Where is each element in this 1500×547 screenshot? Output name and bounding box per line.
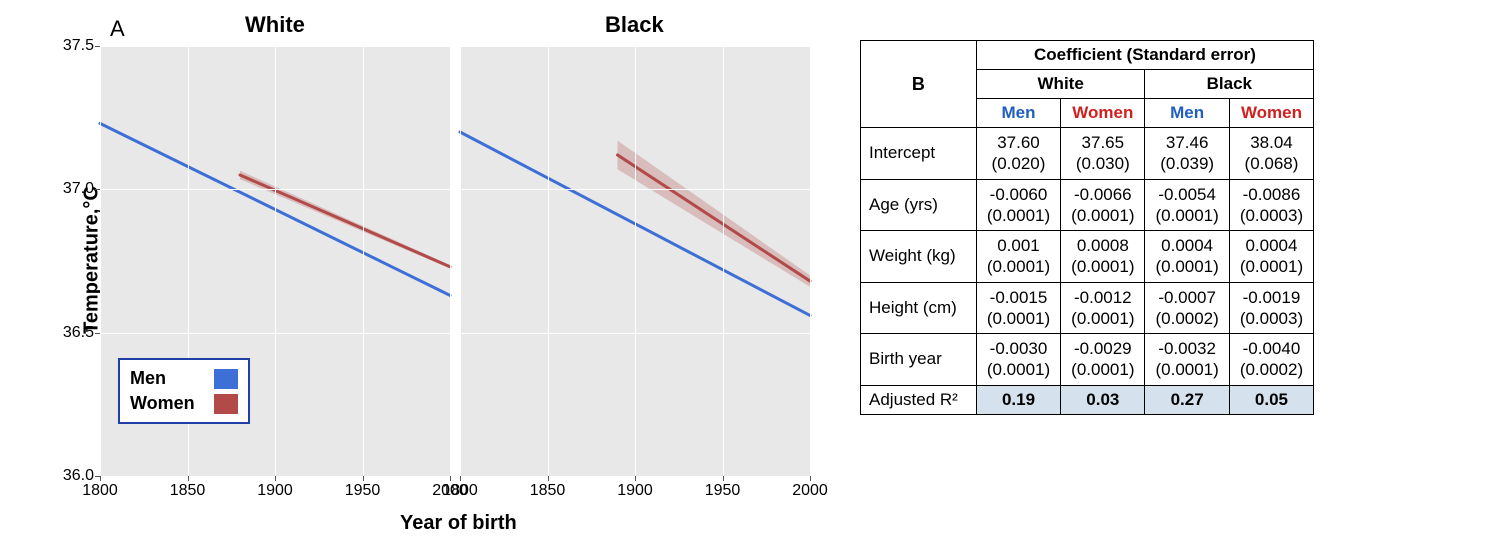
coef-cell: -0.0066(0.0001) — [1061, 179, 1145, 231]
table-row: Birth year-0.0030(0.0001)-0.0029(0.0001)… — [861, 334, 1314, 386]
sub-women-1: Women — [1061, 99, 1145, 128]
coef-cell: 38.04(0.068) — [1229, 128, 1313, 180]
panel-a-label: A — [110, 16, 125, 42]
r2-val-3: 0.05 — [1229, 385, 1313, 414]
table-row: Intercept37.60(0.020)37.65(0.030)37.46(0… — [861, 128, 1314, 180]
coef-cell: -0.0054(0.0001) — [1145, 179, 1229, 231]
row-label: Age (yrs) — [861, 179, 977, 231]
r2-label: Adjusted R² — [861, 385, 977, 414]
legend-label-men: Men — [130, 368, 204, 389]
series-women — [618, 155, 811, 281]
coef-cell: -0.0012(0.0001) — [1061, 282, 1145, 334]
panel-b-label: B — [861, 41, 977, 128]
coef-cell: 37.46(0.039) — [1145, 128, 1229, 180]
coef-cell: 0.0004(0.0001) — [1145, 231, 1229, 283]
r2-val-0: 0.19 — [976, 385, 1060, 414]
coef-cell: -0.0040(0.0002) — [1229, 334, 1313, 386]
table-header-title: Coefficient (Standard error) — [976, 41, 1313, 70]
legend-swatch-women — [214, 394, 238, 414]
coef-cell: 0.0004(0.0001) — [1229, 231, 1313, 283]
sub-men-2: Men — [1145, 99, 1229, 128]
plot-black: 18001850190019502000 — [460, 46, 810, 476]
coef-cell: 37.60(0.020) — [976, 128, 1060, 180]
coef-cell: -0.0086(0.0003) — [1229, 179, 1313, 231]
sub-women-2: Women — [1229, 99, 1313, 128]
sub-men-1: Men — [976, 99, 1060, 128]
table-row: Age (yrs)-0.0060(0.0001)-0.0066(0.0001)-… — [861, 179, 1314, 231]
group-white: White — [976, 70, 1145, 99]
table-row: Weight (kg)0.001(0.0001)0.0008(0.0001)0.… — [861, 231, 1314, 283]
facet-title-black: Black — [605, 12, 664, 38]
coef-cell: -0.0019(0.0003) — [1229, 282, 1313, 334]
coef-cell: -0.0015(0.0001) — [976, 282, 1060, 334]
coef-cell: 0.0008(0.0001) — [1061, 231, 1145, 283]
legend-row-men: Men — [130, 366, 238, 391]
facet-title-white: White — [245, 12, 305, 38]
legend-swatch-men — [214, 369, 238, 389]
row-label: Birth year — [861, 334, 977, 386]
legend: Men Women — [118, 358, 250, 424]
r2-val-2: 0.27 — [1145, 385, 1229, 414]
row-label: Height (cm) — [861, 282, 977, 334]
coef-cell: -0.0060(0.0001) — [976, 179, 1060, 231]
legend-label-women: Women — [130, 393, 204, 414]
legend-row-women: Women — [130, 391, 238, 416]
row-label: Weight (kg) — [861, 231, 977, 283]
group-black: Black — [1145, 70, 1314, 99]
coef-cell: -0.0030(0.0001) — [976, 334, 1060, 386]
coef-cell: -0.0032(0.0001) — [1145, 334, 1229, 386]
r2-val-1: 0.03 — [1061, 385, 1145, 414]
coef-cell: 37.65(0.030) — [1061, 128, 1145, 180]
panel-b: B Coefficient (Standard error) White Bla… — [860, 40, 1314, 415]
x-axis-title: Year of birth — [400, 512, 517, 535]
row-label: Intercept — [861, 128, 977, 180]
panel-a: A Temperature,°C White 36.036.537.037.51… — [10, 10, 830, 537]
coef-cell: -0.0029(0.0001) — [1061, 334, 1145, 386]
coefficient-table: B Coefficient (Standard error) White Bla… — [860, 40, 1314, 415]
coef-cell: 0.001(0.0001) — [976, 231, 1060, 283]
coef-cell: -0.0007(0.0002) — [1145, 282, 1229, 334]
table-row: Height (cm)-0.0015(0.0001)-0.0012(0.0001… — [861, 282, 1314, 334]
